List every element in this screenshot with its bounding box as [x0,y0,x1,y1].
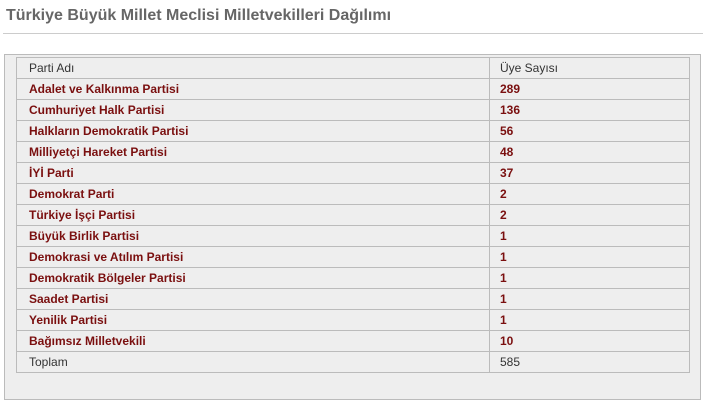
party-name: Türkiye İşçi Partisi [16,204,490,226]
party-name: Adalet ve Kalkınma Partisi [16,78,490,100]
party-table: Parti Adı Üye Sayısı Adalet ve Kalkınma … [16,57,690,373]
member-count: 56 [489,120,690,142]
header-member-count: Üye Sayısı [489,57,690,79]
table-row: Demokratik Bölgeler Partisi 1 [16,267,690,289]
member-count: 2 [489,204,690,226]
party-name: Demokrat Parti [16,183,490,205]
party-name: Milliyetçi Hareket Partisi [16,141,490,163]
member-count: 1 [489,309,690,331]
party-name: Yenilik Partisi [16,309,490,331]
table-row: İYİ Parti 37 [16,162,690,184]
page-title: Türkiye Büyük Millet Meclisi Milletvekil… [6,7,392,24]
member-count: 2 [489,183,690,205]
title-divider [3,33,703,34]
table-row: Demokrat Parti 2 [16,183,690,205]
party-name: Demokrasi ve Atılım Partisi [16,246,490,268]
table-header-row: Parti Adı Üye Sayısı [16,57,690,79]
member-count: 1 [489,225,690,247]
table-container: Parti Adı Üye Sayısı Adalet ve Kalkınma … [4,54,701,400]
member-count: 48 [489,141,690,163]
member-count: 289 [489,78,690,100]
party-name: Bağımsız Milletvekili [16,330,490,352]
table-row: Büyük Birlik Partisi 1 [16,225,690,247]
table-row: Yenilik Partisi 1 [16,309,690,331]
total-label: Toplam [16,351,490,373]
member-count: 136 [489,99,690,121]
header-party-name: Parti Adı [16,57,490,79]
member-count: 1 [489,246,690,268]
party-name: Demokratik Bölgeler Partisi [16,267,490,289]
member-count: 10 [489,330,690,352]
table-row: Milliyetçi Hareket Partisi 48 [16,141,690,163]
party-name: Büyük Birlik Partisi [16,225,490,247]
table-row: Türkiye İşçi Partisi 2 [16,204,690,226]
party-name: Cumhuriyet Halk Partisi [16,99,490,121]
party-name: Saadet Partisi [16,288,490,310]
table-row: Cumhuriyet Halk Partisi 136 [16,99,690,121]
member-count: 1 [489,267,690,289]
table-row: Saadet Partisi 1 [16,288,690,310]
table-row: Demokrasi ve Atılım Partisi 1 [16,246,690,268]
member-count: 37 [489,162,690,184]
total-row: Toplam 585 [16,351,690,373]
member-count: 1 [489,288,690,310]
table-row: Halkların Demokratik Partisi 56 [16,120,690,142]
total-count: 585 [489,351,690,373]
party-name: İYİ Parti [16,162,490,184]
table-row: Adalet ve Kalkınma Partisi 289 [16,78,690,100]
party-name: Halkların Demokratik Partisi [16,120,490,142]
table-row: Bağımsız Milletvekili 10 [16,330,690,352]
